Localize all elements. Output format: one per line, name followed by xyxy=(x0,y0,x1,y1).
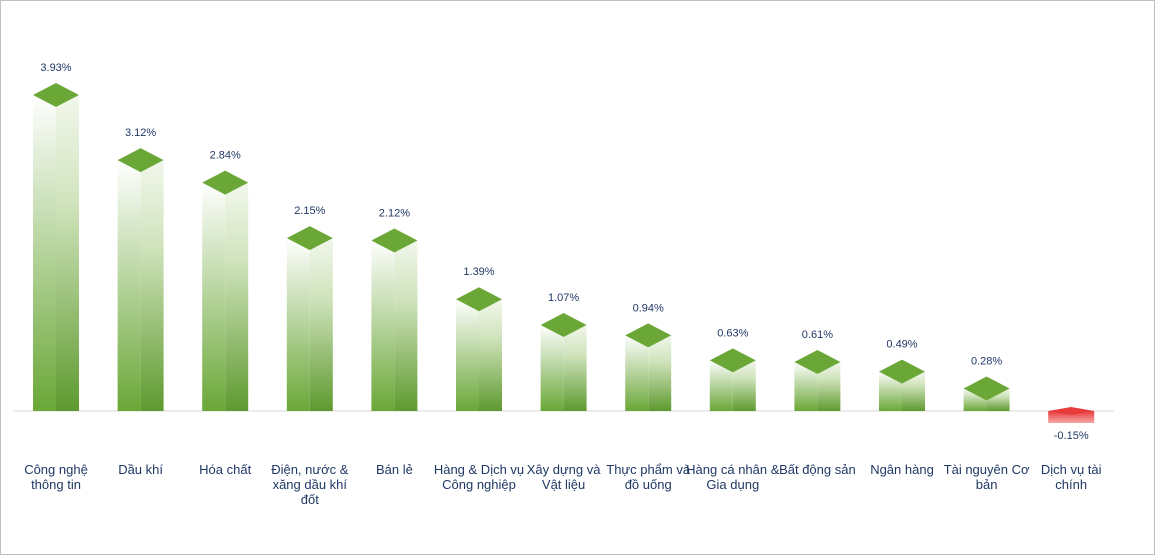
bar-left-face xyxy=(625,335,649,411)
bar-top-cap xyxy=(202,170,249,195)
bar-right-face xyxy=(225,182,249,411)
category-label: Dịch vụ tài chính xyxy=(1040,462,1102,492)
bar-left-face xyxy=(371,240,395,411)
bar-right-face xyxy=(309,238,333,411)
bar-negative-face xyxy=(1048,411,1095,424)
category-label: Hàng cá nhân & Gia dụng xyxy=(686,462,780,492)
bar-top-cap xyxy=(794,349,841,374)
data-label: 3.12% xyxy=(125,127,156,139)
bar-right-face xyxy=(394,240,418,411)
bar xyxy=(33,83,79,411)
bar-left-face xyxy=(202,182,226,411)
data-label: 1.39% xyxy=(463,266,494,278)
bar-left-face xyxy=(286,238,310,411)
bar-top-cap xyxy=(456,287,502,312)
data-label: 0.28% xyxy=(971,355,1002,367)
category-label: Thực phẩm và đồ uống xyxy=(606,462,691,492)
category-label: Bán lẻ xyxy=(375,462,413,477)
bar-left-face xyxy=(794,361,818,411)
bar-top-cap xyxy=(963,376,1010,401)
bar-top-cap xyxy=(879,359,925,384)
data-label: -0.15% xyxy=(1054,430,1089,442)
bar-left-face xyxy=(879,371,902,411)
bar xyxy=(286,226,333,411)
category-label: Bất động sản xyxy=(779,462,856,477)
data-label: 0.49% xyxy=(886,339,917,351)
bar-right-face xyxy=(563,324,587,411)
bar-top-cap xyxy=(1048,407,1095,415)
category-label: Tài nguyên Cơ bản xyxy=(943,462,1030,492)
bar-right-face xyxy=(140,160,164,411)
category-label: Dầu khí xyxy=(118,462,163,477)
value-labels-group: 3.93% 3.12% 2.84% 2.15% 2.12% 1.39% 1.07% 0.94%… xyxy=(40,62,1088,442)
bar xyxy=(117,148,164,411)
data-label: 1.07% xyxy=(548,292,579,304)
category-label: Điện, nước & xăng dầu khí đốt xyxy=(271,462,349,507)
bar-right-face xyxy=(902,371,925,411)
bar-right-face xyxy=(986,388,1010,411)
bar-top-cap xyxy=(117,148,164,173)
bar-top-cap xyxy=(709,348,756,373)
bar-left-face xyxy=(540,324,564,411)
bar-top-cap xyxy=(625,323,672,348)
category-label: Xây dựng và Vật liệu xyxy=(526,462,601,492)
bar-right-face xyxy=(479,299,502,411)
bar xyxy=(1048,407,1095,424)
bar-left-face xyxy=(709,360,733,411)
bar xyxy=(794,349,841,411)
data-label: 2.15% xyxy=(294,205,325,217)
bar-left-face xyxy=(963,388,987,411)
bars-group xyxy=(33,83,1095,424)
bar xyxy=(456,287,502,411)
data-label: 2.84% xyxy=(210,150,241,162)
data-label: 0.63% xyxy=(717,327,748,339)
bar xyxy=(202,170,249,411)
bar-right-face xyxy=(817,361,841,411)
bar-top-cap xyxy=(540,312,587,337)
bar xyxy=(371,228,418,411)
category-label: Hóa chất xyxy=(199,462,252,477)
bar-right-face xyxy=(732,360,756,411)
bar-top-cap xyxy=(371,228,418,253)
bar-top-cap xyxy=(33,83,79,108)
category-label: Ngân hàng xyxy=(870,462,934,477)
bar-left-face xyxy=(456,299,479,411)
data-label: 0.94% xyxy=(633,302,664,314)
category-label: Công nghệ thông tin xyxy=(24,462,88,492)
bar xyxy=(709,348,756,411)
bar xyxy=(625,323,672,411)
bar xyxy=(540,312,587,411)
bar-right-face xyxy=(56,95,79,411)
data-label: 0.61% xyxy=(802,329,833,341)
bar-right-face xyxy=(648,335,672,411)
data-label: 3.93% xyxy=(40,62,71,74)
bar xyxy=(963,376,1010,411)
category-label: Hàng & Dịch vụ Công nghiệp xyxy=(433,462,525,492)
bar xyxy=(879,359,925,411)
data-label: 2.12% xyxy=(379,208,410,220)
bar-top-cap xyxy=(286,226,333,251)
bar-left-face xyxy=(33,95,56,411)
bar-left-face xyxy=(117,160,141,411)
